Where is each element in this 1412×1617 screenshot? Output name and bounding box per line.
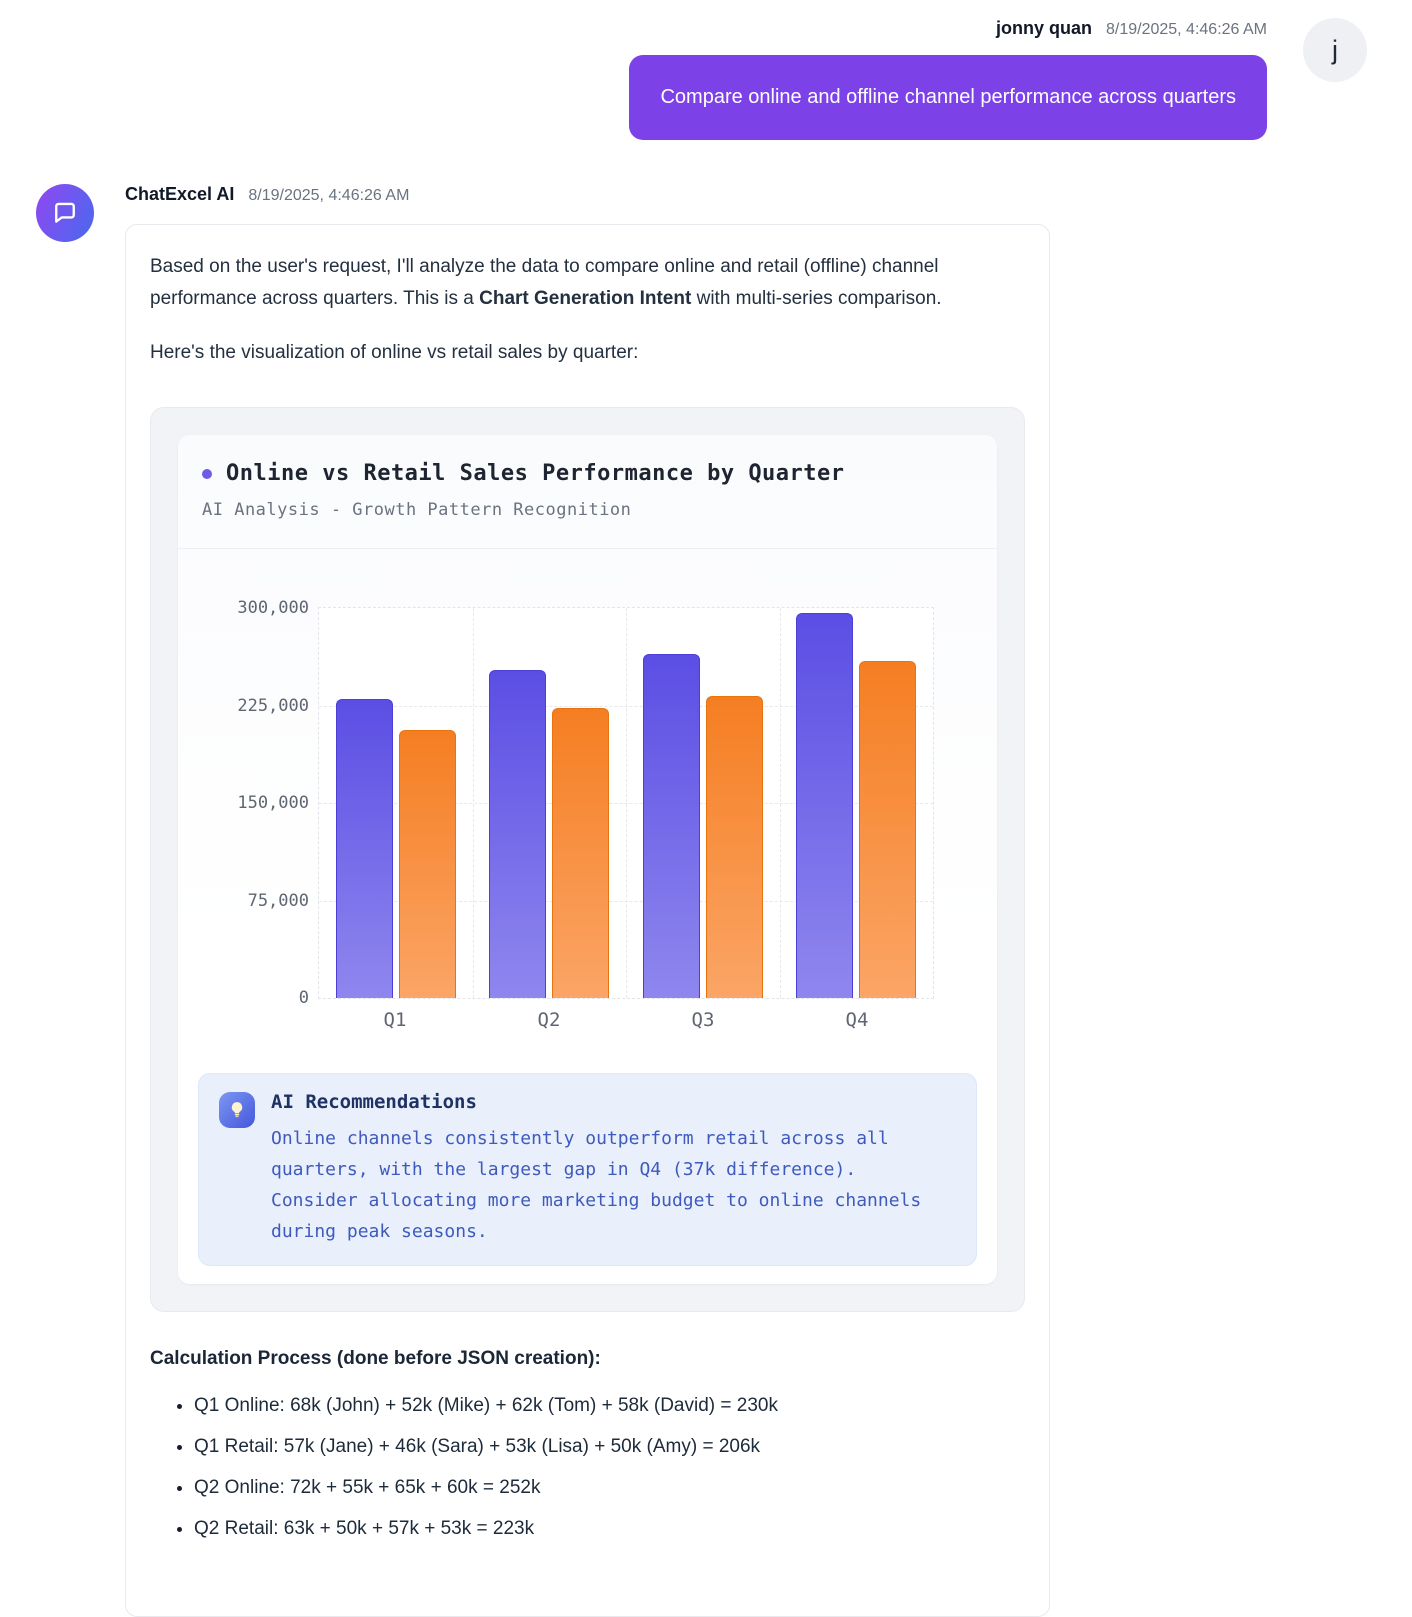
calculation-item: Q2 Retail: 63k + 50k + 57k + 53k = 223k <box>194 1515 1025 1542</box>
assistant-message-block: ChatExcel AI 8/19/2025, 4:46:26 AM Based… <box>0 140 1412 1617</box>
assistant-name: ChatExcel AI <box>125 184 235 204</box>
chart-title-dot-icon <box>202 468 212 479</box>
user-timestamp: 8/19/2025, 4:46:26 AM <box>1105 21 1267 38</box>
user-message-bubble: Compare online and offline channel perfo… <box>629 55 1267 140</box>
bar-online-q2 <box>489 670 547 998</box>
assistant-avatar <box>36 184 94 242</box>
vertical-gridline <box>472 608 474 998</box>
bar-retail-q2 <box>552 708 610 998</box>
lightbulb-icon <box>219 1092 255 1128</box>
bar-group-q4 <box>780 608 934 998</box>
intro-text-bold: Chart Generation Intent <box>479 288 692 309</box>
y-axis-tick-label: 75,000 <box>247 890 309 911</box>
chart-card: Online vs Retail Sales Performance by Qu… <box>178 435 997 1284</box>
user-name: jonny quan <box>995 18 1092 38</box>
x-axis-tick-label: Q2 <box>537 1009 561 1031</box>
y-axis-tick-label: 225,000 <box>237 695 309 716</box>
plot-area: 0 75,000 150,000 225,000 300,000 <box>237 598 934 1008</box>
intro-text-pre: Based on the user's request, I'll analyz… <box>150 256 939 309</box>
x-axis-labels: Q1 Q2 Q3 Q4 <box>318 999 934 1031</box>
intro-paragraph: Based on the user's request, I'll analyz… <box>150 251 1025 315</box>
x-axis-tick-label: Q3 <box>691 1009 715 1031</box>
bar-group-q2 <box>473 608 627 998</box>
bar-retail-q4 <box>859 661 917 998</box>
calculation-heading: Calculation Process (done before JSON cr… <box>150 1348 601 1369</box>
bar-retail-q1 <box>398 730 456 998</box>
chart-title: Online vs Retail Sales Performance by Qu… <box>226 461 845 486</box>
y-axis-tick-label: 150,000 <box>237 793 309 813</box>
calculation-item: Q1 Online: 68k (John) + 52k (Mike) + 62k… <box>194 1392 1025 1419</box>
plot-section: 0 75,000 150,000 225,000 300,000 Q1 Q2 Q3 Q4 <box>178 549 997 1031</box>
bar-group-q3 <box>626 608 780 998</box>
bar-retail-q3 <box>705 696 763 998</box>
y-axis-tick-label: 0 <box>298 988 309 1008</box>
recommendations-title: AI Recommendations <box>271 1091 477 1113</box>
chat-bubble-icon <box>51 199 79 227</box>
chart-wrapper: Online vs Retail Sales Performance by Qu… <box>150 407 1025 1312</box>
lead-in-paragraph: Here's the visualization of online vs re… <box>150 342 639 363</box>
chart-header: Online vs Retail Sales Performance by Qu… <box>178 435 997 549</box>
calculation-item: Q1 Retail: 57k (Jane) + 46k (Sara) + 53k… <box>194 1433 1025 1460</box>
bar-online-q1 <box>335 699 393 998</box>
x-axis-tick-label: Q4 <box>845 1009 869 1031</box>
chart-subtitle: AI Analysis - Growth Pattern Recognition <box>202 500 632 520</box>
bar-online-q4 <box>796 613 854 998</box>
user-meta-row: jonny quan 8/19/2025, 4:46:26 AM <box>996 18 1267 39</box>
recommendations-body: Online channels consistently outperform … <box>271 1128 922 1242</box>
bar-online-q3 <box>642 653 700 998</box>
vertical-gridline <box>779 608 781 998</box>
intro-text-post: with multi-series comparison. <box>691 288 942 309</box>
x-axis-tick-label: Q1 <box>383 1009 407 1031</box>
calculation-item: Q2 Online: 72k + 55k + 65k + 60k = 252k <box>194 1474 1025 1501</box>
ai-recommendations-box: AI Recommendations Online channels consi… <box>198 1073 977 1266</box>
assistant-timestamp: 8/19/2025, 4:46:26 AM <box>248 187 410 204</box>
y-axis-tick-label: 300,000 <box>237 598 309 618</box>
bar-group-q1 <box>319 608 473 998</box>
assistant-response-card: Based on the user's request, I'll analyz… <box>125 224 1050 1617</box>
user-avatar: j <box>1303 18 1367 82</box>
user-message-block: jonny quan 8/19/2025, 4:46:26 AM Compare… <box>0 0 1412 140</box>
calculation-list: Q1 Online: 68k (John) + 52k (Mike) + 62k… <box>150 1392 1025 1542</box>
assistant-meta-row: ChatExcel AI 8/19/2025, 4:46:26 AM <box>125 184 1050 205</box>
vertical-gridline <box>626 608 627 998</box>
bar-groups <box>319 608 933 998</box>
